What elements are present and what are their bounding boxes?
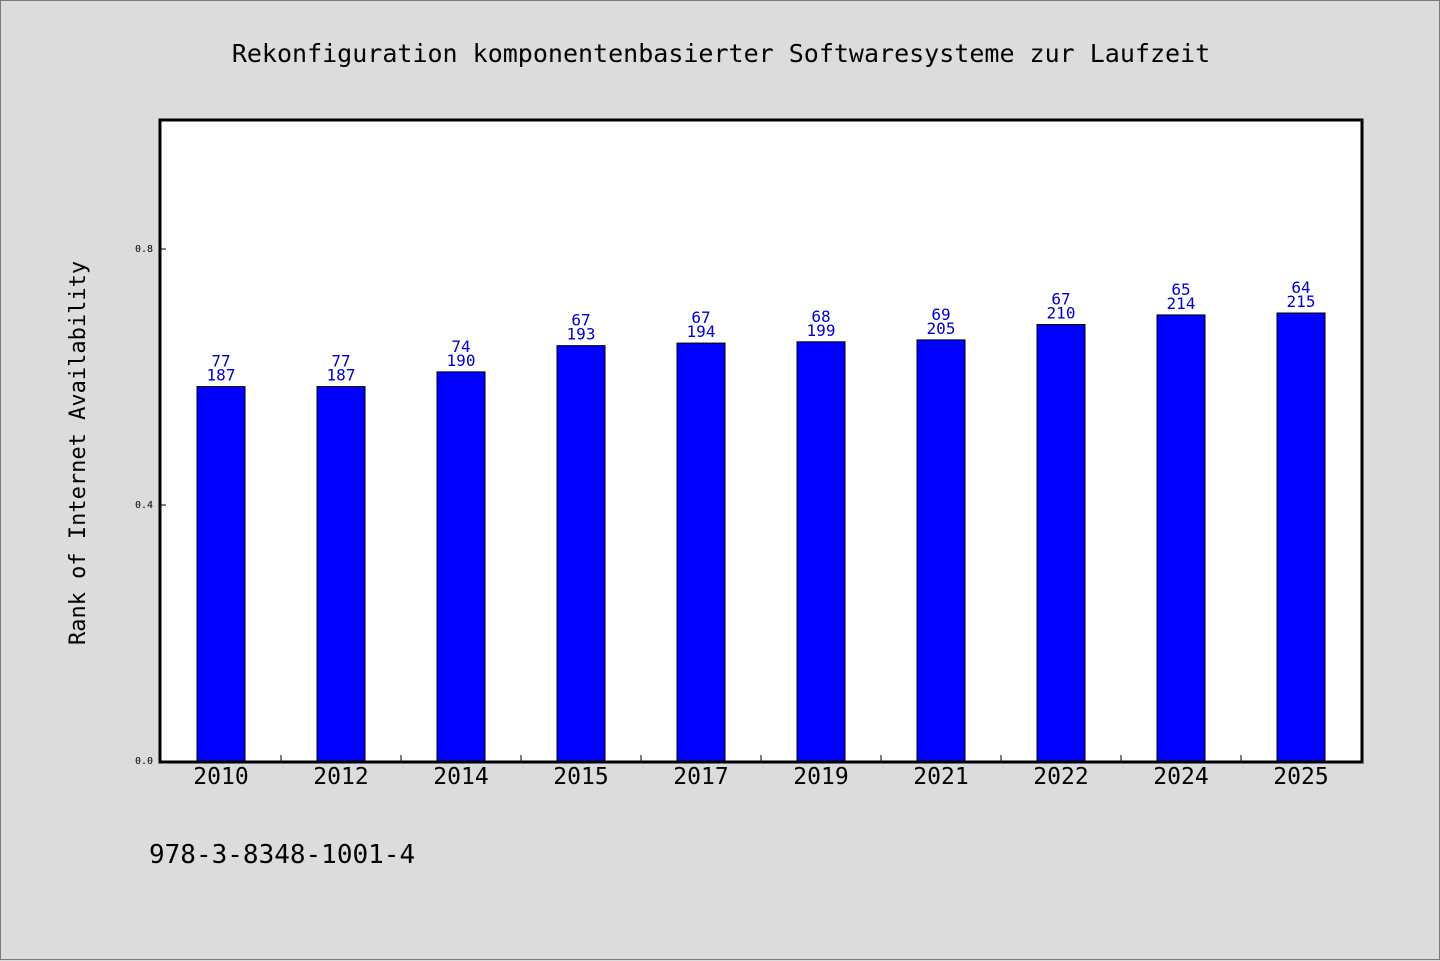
ticks-group: 2010 2012 2014 2015 2017 2019 2021 2022 2024 2025… [135, 244, 1329, 790]
x-tick-label-2012: 2012 [313, 764, 368, 790]
x-tick-label-2010: 2010 [193, 764, 248, 790]
data-label-top-2022: 67 [1051, 290, 1070, 309]
bar-2015 [556, 345, 606, 762]
x-tick-label-2024: 2024 [1153, 764, 1208, 790]
bar-2022 [1036, 324, 1086, 762]
x-tick-label-2014: 2014 [433, 764, 488, 790]
data-label-top-2014: 74 [451, 337, 470, 356]
data-label-top-2012: 77 [331, 352, 350, 371]
bar-2019 [796, 341, 846, 762]
bar-2024 [1156, 314, 1206, 762]
y-tick-label-0.0: 0.0 [135, 756, 153, 767]
bar-2021 [916, 339, 966, 762]
data-label-top-2017: 67 [691, 308, 710, 327]
data-label-bottom-2021: 205 [927, 319, 956, 338]
data-label-top-2010: 77 [211, 352, 230, 371]
data-label-top-2025: 64 [1291, 278, 1310, 297]
x-tick-label-2022: 2022 [1033, 764, 1088, 790]
x-tick-label-2021: 2021 [913, 764, 968, 790]
bar-2010 [196, 386, 246, 762]
data-label-bottom-2024: 214 [1167, 294, 1196, 313]
y-axis-label: Rank of Internet Availability [66, 261, 91, 645]
data-label-bottom-2025: 215 [1287, 292, 1316, 311]
data-label-bottom-2015: 193 [567, 325, 596, 344]
bar-2012 [316, 386, 366, 762]
x-tick-label-2015: 2015 [553, 764, 608, 790]
y-tick-label-0.4: 0.4 [135, 500, 153, 511]
data-label-top-2019: 68 [811, 307, 830, 326]
y-tick-label-0.8: 0.8 [135, 244, 153, 255]
x-tick-label-2017: 2017 [673, 764, 728, 790]
data-label-top-2024: 65 [1171, 280, 1190, 299]
bar-2014 [436, 371, 486, 762]
bars-group [196, 312, 1326, 762]
data-label-bottom-2017: 194 [687, 322, 716, 341]
bar-2017 [676, 342, 726, 762]
x-tick-label-2019: 2019 [793, 764, 848, 790]
data-label-bottom-2022: 210 [1047, 304, 1076, 323]
data-label-top-2015: 67 [571, 311, 590, 330]
bar-2025 [1276, 312, 1326, 762]
chart-title: Rekonfiguration komponentenbasierter Sof… [232, 39, 1210, 68]
data-label-bottom-2019: 199 [807, 321, 836, 340]
data-label-bottom-2014: 190 [447, 351, 476, 370]
x-tick-label-2025: 2025 [1273, 764, 1328, 790]
data-label-bottom-2010: 187 [207, 366, 236, 385]
data-label-bottom-2012: 187 [327, 366, 356, 385]
isbn-footer: 978-3-8348-1001-4 [149, 840, 415, 870]
data-label-top-2021: 69 [931, 305, 950, 324]
